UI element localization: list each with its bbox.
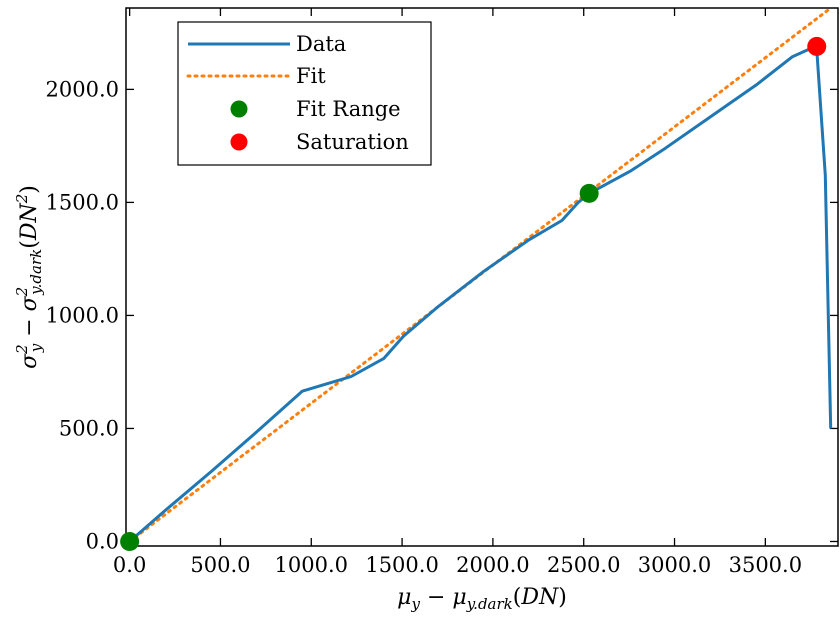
y-tick-label: 1500.0 (46, 190, 119, 214)
plot-frame (125, 7, 839, 547)
fit-range-point (579, 183, 599, 203)
series-data-line (128, 46, 833, 543)
y-axis-label: σ2y − σ2y.dark(DN2) (13, 185, 45, 369)
x-tick-label: 500.0 (190, 553, 250, 577)
x-tick-label: 3500.0 (729, 553, 802, 577)
legend-label-fit: Fit (296, 64, 326, 88)
legend-swatch-fit-range (230, 100, 248, 118)
x-axis-label: μy − μy.dark(DN) (397, 585, 567, 613)
legend-box (177, 21, 432, 166)
legend: Data Fit Fit Range Saturation (177, 21, 432, 166)
legend-label-data: Data (296, 32, 346, 56)
ticks-layer: 0.0 500.0 1000.0 1500.0 2000.0 2500.0 3000.0 35… (46, 8, 838, 577)
x-tick-label: 1500.0 (365, 553, 438, 577)
x-tick-label: 2500.0 (547, 553, 620, 577)
x-tick-label: 1000.0 (275, 553, 348, 577)
fit-range-point (120, 531, 140, 551)
y-tick-label: 0.0 (86, 529, 119, 553)
y-tick-label: 500.0 (59, 416, 119, 440)
x-tick-label: 2000.0 (456, 553, 529, 577)
x-tick-label: 3000.0 (638, 553, 711, 577)
marks-layer (120, 8, 833, 551)
x-tick-label: 0.0 (113, 553, 146, 577)
legend-swatch-saturation (230, 133, 248, 151)
legend-label-saturation: Saturation (296, 130, 409, 154)
saturation-point (807, 36, 827, 56)
y-tick-label: 2000.0 (46, 77, 119, 101)
y-tick-label: 1000.0 (46, 303, 119, 327)
legend-label-fit-range: Fit Range (296, 97, 401, 121)
